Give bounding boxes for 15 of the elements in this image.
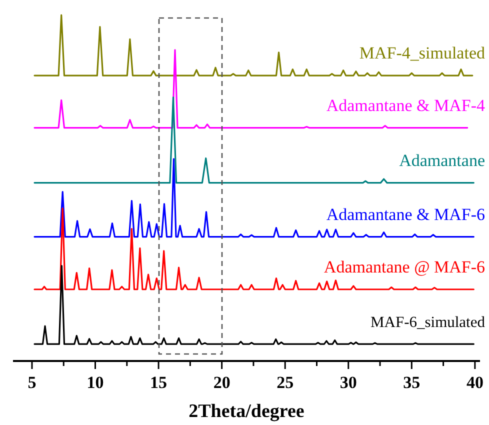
x-tick-label: 40 [466, 373, 484, 392]
x-tick-label: 25 [276, 373, 294, 392]
series-label: Adamantane [399, 150, 485, 170]
x-tick-label: 20 [213, 373, 230, 392]
series-label: Adamantane & MAF-6 [326, 204, 485, 224]
x-tick-label: 15 [150, 373, 168, 392]
x-tick-label: 30 [340, 373, 357, 392]
x-tick-label: 10 [86, 373, 104, 392]
series-label: MAF-4_simulated [359, 44, 486, 63]
x-tick-label: 5 [28, 373, 36, 392]
series-label: MAF-6_simulated [370, 314, 486, 332]
series-label: Adamantane @ MAF-6 [324, 257, 485, 276]
x-axis-title: 2Theta/degree [188, 401, 304, 422]
series-label: Adamantane & MAF-4 [326, 96, 486, 115]
x-tick-label: 35 [403, 373, 420, 392]
